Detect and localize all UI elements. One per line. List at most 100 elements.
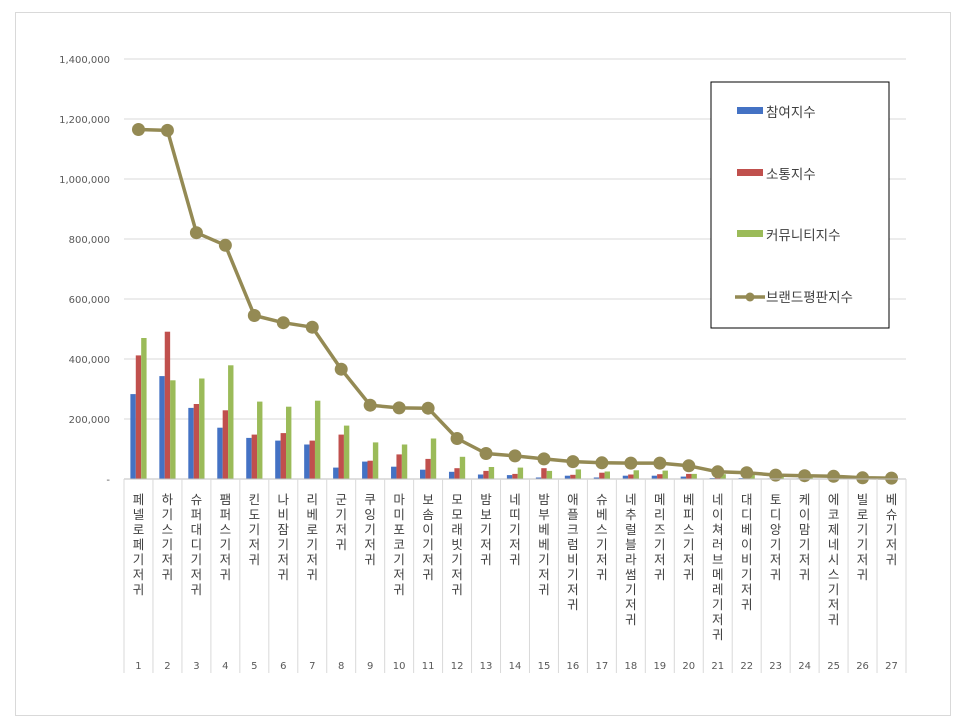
bar-소통지수 — [512, 473, 518, 479]
bar-커뮤니티지수 — [749, 474, 755, 479]
line-point — [624, 456, 638, 470]
bar-소통지수 — [483, 470, 489, 479]
y-tick-label: 1,000,000 — [59, 175, 110, 186]
legend-box — [710, 81, 890, 329]
bar-참여지수 — [448, 471, 455, 479]
x-rank-label: 12 — [451, 661, 464, 672]
line-point — [334, 362, 348, 376]
bar-소통지수 — [686, 473, 692, 479]
bar-소통지수 — [280, 433, 286, 479]
line-point — [392, 401, 406, 415]
bar-참여지수 — [275, 440, 281, 479]
line-point — [682, 459, 696, 473]
y-tick-label: 1,200,000 — [59, 115, 110, 126]
bar-참여지수 — [680, 476, 687, 479]
line-point — [653, 456, 667, 470]
grid-layer — [124, 58, 906, 420]
line-point — [160, 123, 174, 137]
bar-참여지수 — [304, 444, 310, 479]
x-rank-label: 21 — [711, 661, 724, 672]
y-axis-tick-labels: - 200,000 400,000 600,000 800,000 1,000,000 1,… — [59, 55, 110, 486]
x-rank-label: 8 — [338, 661, 344, 672]
bar-참여지수 — [159, 376, 165, 479]
bar-소통지수 — [222, 410, 229, 479]
x-rank-label: 26 — [856, 661, 869, 672]
y-tick-label: 1,400,000 — [59, 55, 110, 66]
line-point — [566, 455, 580, 469]
x-axis: 페 넬 로 페 기 저 귀 1 하 기 스 기 저 귀 2 슈 퍼 대 디 기 저 귀 3 팸 퍼 스 기 저 귀 4 킨 도 기 저 귀 5 나 비 잠 기… — [123, 478, 907, 673]
line-point — [711, 465, 725, 479]
x-rank-label: 1 — [135, 661, 141, 672]
legend-swatch — [737, 169, 763, 176]
y-tick-label: 200,000 — [69, 415, 110, 426]
bar-소통지수 — [657, 474, 663, 479]
bar-커뮤니티지수 — [691, 473, 697, 479]
bar-커뮤니티지수 — [141, 338, 147, 479]
x-rank-label: 19 — [653, 661, 666, 672]
bar-커뮤니티지수 — [604, 471, 610, 479]
x-rank-label: 17 — [596, 661, 609, 672]
x-rank-label: 24 — [798, 661, 811, 672]
x-rank-label: 10 — [393, 661, 406, 672]
line-point — [827, 469, 841, 483]
line-point — [421, 401, 435, 415]
bar-참여지수 — [593, 477, 600, 479]
chart-svg: - 200,000 400,000 600,000 800,000 1,000,000 1,… — [59, 55, 907, 673]
x-rank-label: 22 — [740, 661, 753, 672]
y-tick-label: 800,000 — [69, 235, 110, 246]
bar-커뮤니티지수 — [343, 425, 350, 479]
bar-참여지수 — [362, 461, 368, 479]
bar-참여지수 — [477, 474, 484, 479]
line-point — [798, 469, 812, 483]
bar-소통지수 — [251, 434, 258, 479]
bar-참여지수 — [535, 477, 542, 479]
bar-소통지수 — [541, 468, 547, 479]
bar-참여지수 — [564, 475, 571, 479]
line-point — [276, 316, 290, 330]
bar-커뮤니티지수 — [720, 474, 726, 479]
bar-소통지수 — [309, 440, 315, 479]
line-point — [595, 456, 609, 470]
bar-소통지수 — [396, 454, 402, 479]
y-tick-label: 600,000 — [69, 295, 110, 306]
x-rank-label: 13 — [480, 661, 493, 672]
x-rank-label: 16 — [567, 661, 580, 672]
line-point — [885, 471, 899, 485]
x-rank-label: 9 — [367, 661, 373, 672]
legend-label: 소통지수 — [766, 167, 816, 183]
bar-커뮤니티지수 — [517, 467, 524, 479]
bar-참여지수 — [246, 437, 252, 479]
bar-소통지수 — [454, 468, 460, 479]
bar-소통지수 — [367, 460, 373, 479]
bar-소통지수 — [599, 472, 605, 479]
x-rank-label: 25 — [827, 661, 840, 672]
bar-소통지수 — [570, 474, 576, 479]
line-point — [305, 320, 319, 334]
x-rank-label: 18 — [624, 661, 637, 672]
legend-label: 참여지수 — [766, 105, 816, 121]
line-point — [537, 452, 551, 466]
bar-커뮤니티지수 — [372, 442, 379, 479]
bar-커뮤니티지수 — [459, 456, 466, 479]
bar-참여지수 — [188, 407, 194, 479]
line-point — [740, 466, 754, 480]
bar-커뮤니티지수 — [488, 467, 495, 479]
x-rank-label: 6 — [280, 661, 286, 672]
x-rank-label: 23 — [769, 661, 782, 672]
